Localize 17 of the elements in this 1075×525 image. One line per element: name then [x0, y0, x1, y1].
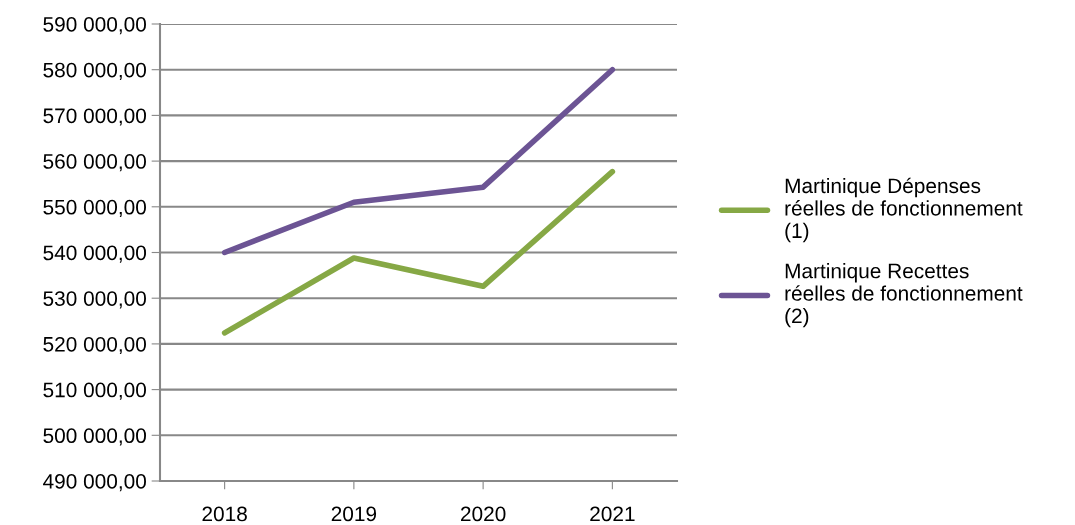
y-tick-label: 570 000,00	[43, 108, 146, 126]
y-tick-label: 520 000,00	[43, 336, 146, 355]
legend-label: Martinique Dépenses réelles de fonctionnement (1)	[785, 177, 1023, 243]
y-tick-label: 530 000,00	[43, 291, 146, 309]
y-tick-label: 580 000,00	[43, 62, 146, 80]
y-tick-label: 550 000,00	[43, 199, 146, 218]
y-tick-label: 500 000,00	[43, 428, 146, 446]
y-tick-label: 510 000,00	[43, 382, 146, 400]
y-tick-label: 490 000,00	[43, 474, 146, 492]
x-tick-label: 2018	[202, 506, 247, 522]
legend-label: Martinique Recettes réelles de fonctionnement (2)	[785, 263, 1023, 328]
y-tick-label: 590 000,00	[43, 17, 146, 35]
x-tick-label: 2020	[461, 506, 506, 522]
y-tick-label: 540 000,00	[43, 245, 146, 263]
x-tick-label: 2021	[590, 506, 635, 522]
x-tick-label: 2019	[331, 506, 377, 522]
y-tick-label: 560 000,00	[43, 154, 146, 172]
